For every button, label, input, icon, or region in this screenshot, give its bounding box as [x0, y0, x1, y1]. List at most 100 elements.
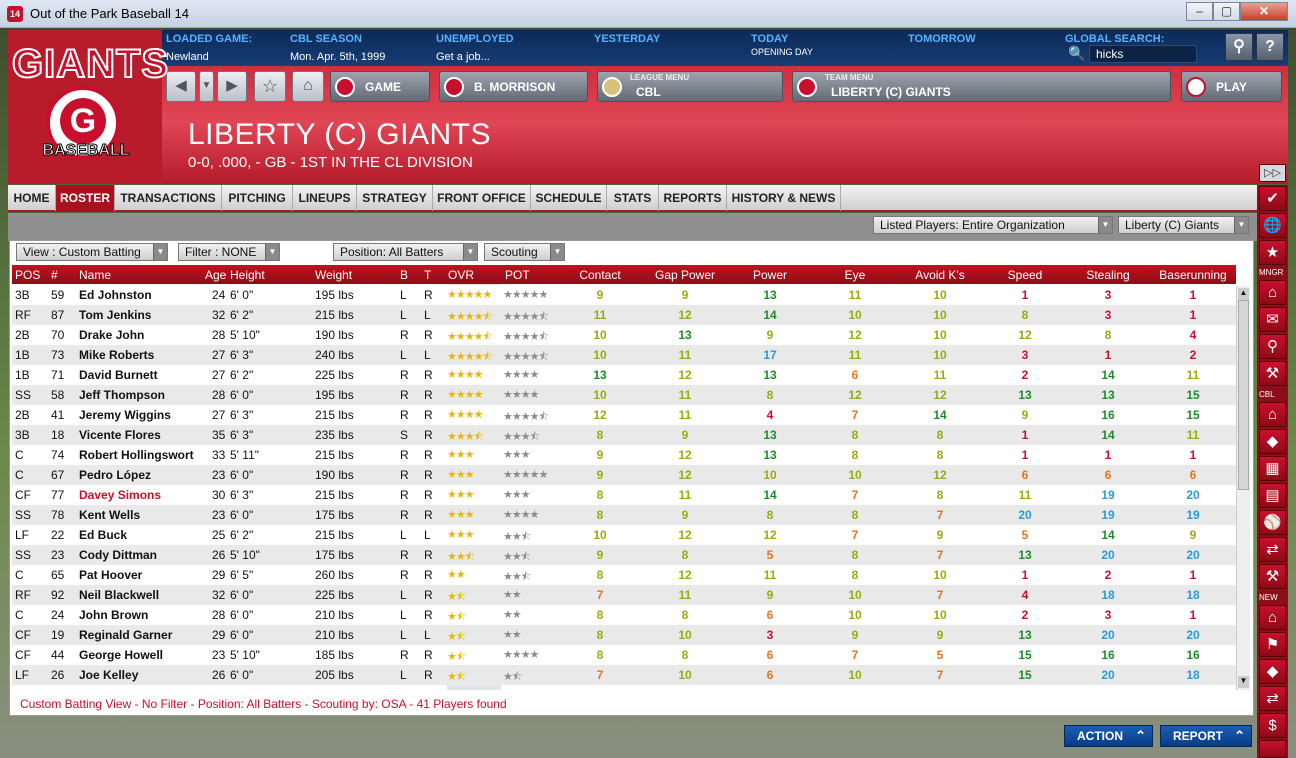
yesterday-button[interactable]: YESTERDAY [594, 33, 661, 45]
table-row[interactable]: 2B 70 Drake John 28 5' 10" 190 lbs R R ★★★★⯪ ★★★★… [12, 325, 1236, 345]
tab-schedule[interactable]: SCHEDULE [531, 185, 607, 211]
player-name[interactable]: Ed Buck [79, 528, 128, 542]
table-row[interactable]: 2B 41 Jeremy Wiggins 27 6' 3" 215 lbs R R ★★★★ ★★… [12, 405, 1236, 425]
table-row[interactable]: CF 44 George Howell 23 5' 10" 185 lbs R R ★⯪ ★★★★… [12, 645, 1236, 665]
player-name[interactable]: Reginald Garner [79, 628, 173, 642]
table-row[interactable]: C 24 John Brown 28 6' 0" 210 lbs L R ★⯪ ★★ 8 8 6 10 10… [12, 605, 1236, 625]
sidebar-tools2-button[interactable]: ⚒ [1259, 564, 1286, 589]
table-row[interactable]: C 65 Pat Hoover 29 6' 5" 260 lbs R R ★★ ★★⯪ 8 12 11 8… [12, 565, 1236, 585]
get-job-link[interactable]: Get a job... [436, 51, 490, 63]
column-header-t[interactable]: T [424, 268, 432, 282]
tab-history-news[interactable]: HISTORY & NEWS [727, 185, 841, 211]
column-header-stealing[interactable]: Stealing [1086, 268, 1130, 282]
player-name[interactable]: Joe Kelley [79, 668, 139, 682]
tab-front-office[interactable]: FRONT OFFICE [433, 185, 531, 211]
player-name[interactable]: Vicente Flores [79, 428, 161, 442]
bookmark-button[interactable]: ☆ [254, 71, 286, 102]
team-menu-button[interactable]: TEAM MENU LIBERTY (C) GIANTS [792, 71, 1171, 102]
history-dropdown-button[interactable]: ▼ [199, 71, 214, 102]
minimize-button[interactable]: – [1186, 2, 1213, 21]
view-dropdown[interactable]: View : Custom Batting ▼ [16, 243, 168, 261]
maximize-button[interactable]: ▢ [1213, 2, 1240, 21]
tab-roster[interactable]: ROSTER [56, 185, 115, 211]
tab-reports[interactable]: REPORTS [659, 185, 727, 211]
sidebar-field-button[interactable]: ◆ [1259, 659, 1286, 684]
table-row[interactable]: SS 23 Cody Dittman 26 5' 10" 175 lbs R R ★★⯪ ★★⯪ 9… [12, 545, 1236, 565]
sidebar-stats-button[interactable]: ▤ [1259, 483, 1286, 508]
tomorrow-button[interactable]: TOMORROW [908, 33, 976, 45]
table-scrollbar[interactable]: ▲ ▼ [1236, 286, 1250, 690]
close-window-button[interactable]: ✕ [1240, 2, 1288, 21]
back-button[interactable]: ◀ [166, 71, 196, 102]
tab-pitching[interactable]: PITCHING [222, 185, 293, 211]
player-name[interactable]: David Burnett [79, 368, 158, 382]
column-header-speed[interactable]: Speed [1007, 268, 1043, 282]
column-header-number[interactable]: # [51, 268, 58, 282]
search-button[interactable]: ⚲ [1225, 33, 1253, 61]
column-header-weight[interactable]: Weight [315, 268, 353, 282]
sidebar-transfer-button[interactable]: ⇄ [1259, 686, 1286, 711]
table-row[interactable]: 3B 18 Vicente Flores 35 6' 3" 235 lbs S R ★★★⯪ ★★… [12, 425, 1236, 445]
tab-lineups[interactable]: LINEUPS [293, 185, 357, 211]
sidebar-search-button[interactable]: ⚲ [1259, 334, 1286, 359]
table-row[interactable]: LF 22 Ed Buck 25 6' 2" 215 lbs L L ★★★ ★★⯪ 10 12 12 7… [12, 525, 1236, 545]
sidebar-grid-button[interactable]: ▦ [1259, 456, 1286, 481]
table-row[interactable]: RF 92 Neil Blackwell 32 6' 0" 225 lbs L R ★⯪ ★★ 7 1… [12, 585, 1236, 605]
column-header-contact[interactable]: Contact [579, 268, 621, 282]
player-name[interactable]: Mike Roberts [79, 348, 155, 362]
tab-stats[interactable]: STATS [607, 185, 659, 211]
report-button[interactable]: REPORT ⌃ [1160, 725, 1252, 747]
table-row[interactable]: C 67 Pedro López 23 6' 0" 190 lbs R R ★★★ ★★★★★ 9 1… [12, 465, 1236, 485]
column-header-pos[interactable]: POS [15, 268, 41, 282]
player-name[interactable]: Neil Blackwell [79, 588, 160, 602]
sidebar-player-button[interactable]: ⚑ [1259, 632, 1286, 657]
player-name[interactable]: Ed Johnston [79, 288, 152, 302]
table-row[interactable]: RF 87 Tom Jenkins 32 6' 2" 215 lbs L L ★★★★⯪ ★★★★… [12, 305, 1236, 325]
table-row[interactable]: C 74 Robert Hollingswort 33 5' 11" 215 lbs R R ★… [12, 445, 1236, 465]
player-name[interactable]: Jeremy Wiggins [79, 408, 171, 422]
player-name[interactable]: Robert Hollingswort [79, 448, 194, 462]
player-name[interactable]: Cody Dittman [79, 548, 157, 562]
global-search-input[interactable]: hicks [1089, 45, 1197, 63]
tab-transactions[interactable]: TRANSACTIONS [115, 185, 222, 211]
tab-home[interactable]: HOME [8, 185, 56, 211]
filter-dropdown[interactable]: Filter : NONE ▼ [178, 243, 280, 261]
sidebar-cbl-home-button[interactable]: ⌂ [1259, 402, 1286, 427]
sidebar-check-button[interactable]: ✔ [1259, 186, 1286, 211]
league-menu-button[interactable]: LEAGUE MENU CBL [597, 71, 783, 102]
table-row[interactable]: LF 26 Joe Kelley 26 6' 0" 205 lbs L R ★⯪ ★⯪ 7 10 6 10… [12, 665, 1236, 685]
player-name[interactable]: Davey Simons [79, 488, 162, 502]
sidebar-expand-button[interactable]: ▷▷ [1259, 164, 1286, 182]
column-header-eye[interactable]: Eye [844, 268, 866, 282]
scouting-dropdown[interactable]: Scouting ▼ [484, 243, 565, 261]
position-dropdown[interactable]: Position: All Batters ▼ [333, 243, 478, 261]
column-header-age[interactable]: Age [205, 268, 227, 282]
column-header-avoid-k-s[interactable]: Avoid K's [915, 268, 965, 282]
team-select-dropdown[interactable]: Liberty (C) Giants ▼ [1118, 216, 1249, 234]
sidebar-world-button[interactable]: 🌐 [1259, 213, 1286, 238]
sidebar-new-home-button[interactable]: ⌂ [1259, 605, 1286, 630]
scroll-down-icon[interactable]: ▼ [1238, 676, 1249, 688]
column-header-power[interactable]: Power [752, 268, 787, 282]
sidebar-finance-button[interactable]: $ [1259, 713, 1286, 738]
player-name[interactable]: Pat Hoover [79, 568, 143, 582]
player-name[interactable]: Drake John [79, 328, 145, 342]
table-row[interactable]: CF 77 Davey Simons 30 6' 3" 215 lbs R R ★★★ ★★★ 8 1… [12, 485, 1236, 505]
table-row[interactable]: 3B 59 Ed Johnston 24 6' 0" 195 lbs L R ★★★★★ ★★★★… [12, 285, 1236, 305]
sidebar-more-button[interactable] [1259, 740, 1286, 758]
table-row[interactable]: CF 19 Reginald Garner 29 6' 0" 210 lbs L L ★⯪ ★★ 8… [12, 625, 1236, 645]
table-row[interactable]: SS 58 Jeff Thompson 28 6' 0" 195 lbs R R ★★★★ ★★★… [12, 385, 1236, 405]
column-header-height[interactable]: Height [230, 268, 265, 282]
action-button[interactable]: ACTION ⌃ [1064, 725, 1153, 747]
manager-menu-button[interactable]: B. MORRISON [439, 71, 588, 102]
forward-button[interactable]: ▶ [217, 71, 247, 102]
player-name[interactable]: George Howell [79, 648, 164, 662]
scroll-thumb[interactable] [1238, 300, 1249, 490]
column-header-name[interactable]: Name [79, 268, 112, 282]
table-row[interactable]: 1B 71 David Burnett 27 6' 2" 225 lbs R R ★★★★ ★★★… [12, 365, 1236, 385]
column-header-b[interactable]: B [400, 268, 409, 282]
sidebar-star-button[interactable]: ★ [1259, 240, 1286, 265]
listed-players-dropdown[interactable]: Listed Players: Entire Organization ▼ [873, 216, 1113, 234]
help-button[interactable]: ? [1256, 33, 1284, 61]
sidebar-diamond-button[interactable]: ◆ [1259, 429, 1286, 454]
